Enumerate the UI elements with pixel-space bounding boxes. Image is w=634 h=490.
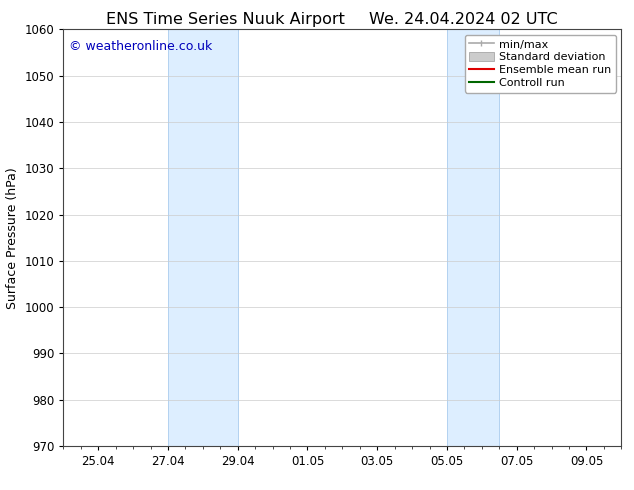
- Y-axis label: Surface Pressure (hPa): Surface Pressure (hPa): [6, 167, 19, 309]
- Text: ENS Time Series Nuuk Airport: ENS Time Series Nuuk Airport: [106, 12, 344, 27]
- Legend: min/max, Standard deviation, Ensemble mean run, Controll run: min/max, Standard deviation, Ensemble me…: [465, 35, 616, 93]
- Bar: [447, 29, 500, 446]
- Text: We. 24.04.2024 02 UTC: We. 24.04.2024 02 UTC: [368, 12, 557, 27]
- Text: © weatheronline.co.uk: © weatheronline.co.uk: [69, 40, 212, 53]
- Bar: [168, 29, 238, 446]
